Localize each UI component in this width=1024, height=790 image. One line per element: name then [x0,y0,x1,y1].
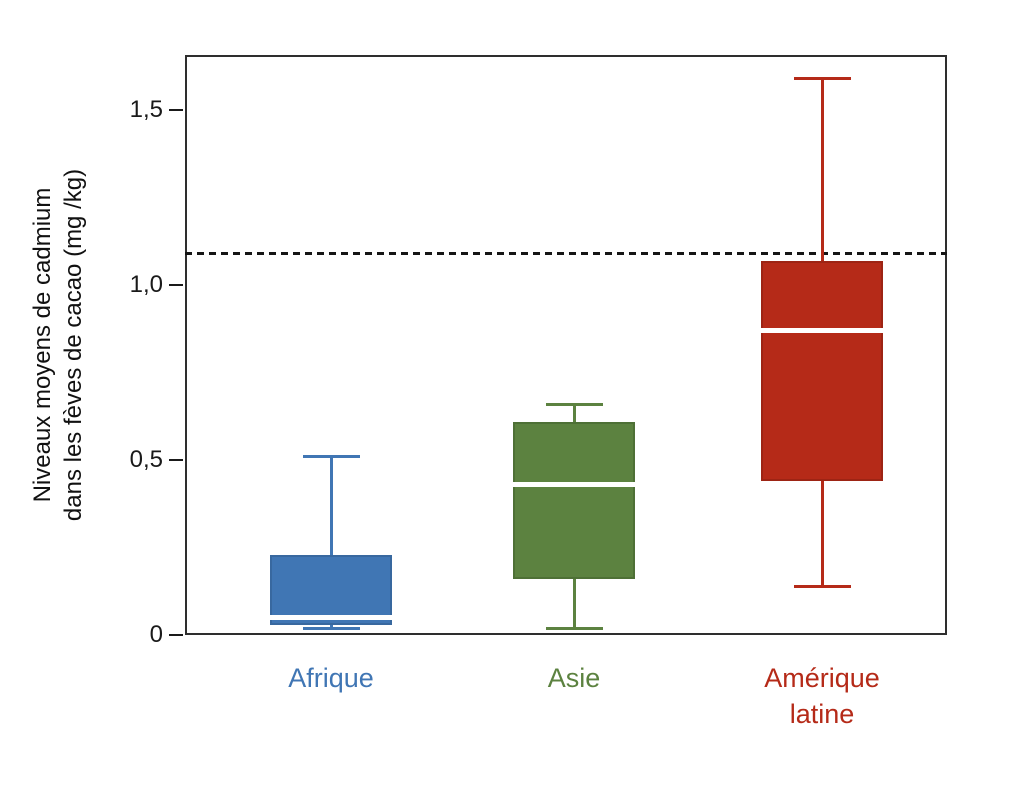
box-afrique [270,554,392,625]
y-axis-tick-label: 0,5 [129,446,163,473]
threshold-dashed-line [185,252,947,255]
median-line-asie [513,482,635,487]
whisker-cap-lower-asie [545,626,603,630]
whisker-upper-afrique [329,456,333,555]
box-asie [513,421,635,579]
y-axis-tick-label: 0 [149,621,163,648]
whisker-cap-upper-amerique-latine [793,77,851,80]
y-axis-tick-mark [169,109,183,111]
y-axis-tick-mark [169,284,183,286]
median-line-afrique [270,615,392,620]
box-amerique-latine [761,260,883,481]
y-axis-title-line1: Niveaux moyens de cadmium [29,187,56,503]
y-axis-tick-mark [169,634,183,636]
whisker-cap-upper-afrique [302,455,360,458]
whisker-cap-lower-amerique-latine [793,584,851,588]
whisker-lower-asie [572,579,576,628]
whisker-cap-upper-asie [545,402,603,406]
x-axis-label-line: Amérique [764,663,880,693]
median-line-amerique-latine [761,328,883,333]
whisker-cap-lower-afrique [302,626,360,630]
whisker-upper-asie [572,404,576,422]
x-axis-label-line: Asie [547,663,601,693]
y-axis-tick-label: 1,0 [129,271,163,298]
x-axis-label-afrique: Afrique [221,660,441,696]
y-axis-tick-mark [169,459,183,461]
plot-area: 0 0,5 1,0 1,5 [130,55,947,648]
x-axis-label-amerique-latine: Amérique latine [712,660,932,732]
x-axis-label-asie: Asie [464,660,684,696]
x-axis-label-line: Afrique [288,663,374,693]
whisker-lower-amerique-latine [820,481,824,586]
whisker-lower-afrique [329,624,333,628]
whisker-upper-amerique-latine [820,78,824,261]
y-axis-tick-label: 1,5 [129,96,163,123]
x-axis-label-line: latine [789,699,855,729]
